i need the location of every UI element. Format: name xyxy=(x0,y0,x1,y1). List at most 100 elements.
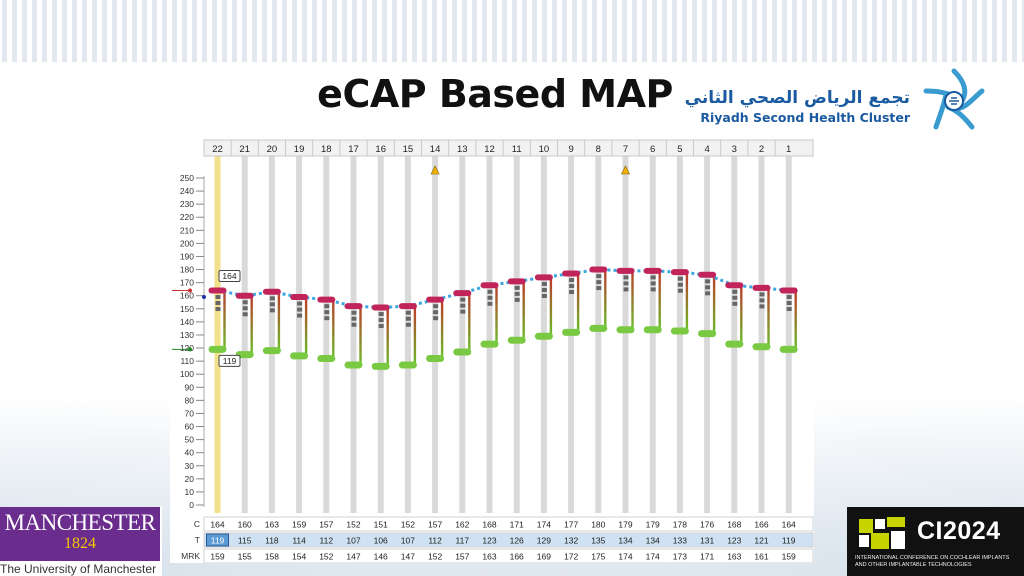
mrk-marker xyxy=(433,304,439,309)
table-cell-t: 119 xyxy=(782,536,796,546)
mrk-marker xyxy=(759,298,765,303)
c-level-marker xyxy=(725,282,744,289)
mrk-marker xyxy=(596,280,602,285)
c-level-marker xyxy=(317,296,336,303)
table-cell-t: 119 xyxy=(211,536,225,546)
t-level-marker xyxy=(589,324,608,332)
y-tick-label: 80 xyxy=(185,395,195,405)
mrk-marker xyxy=(569,278,575,283)
c-level-marker xyxy=(616,267,635,274)
mrk-marker xyxy=(514,291,520,296)
mrk-marker xyxy=(242,312,248,317)
table-cell-mrk: 163 xyxy=(727,552,741,562)
table-cell-c: 168 xyxy=(482,520,496,530)
y-tick-label: 40 xyxy=(185,448,195,458)
table-cell-mrk: 155 xyxy=(238,552,252,562)
electrode-column-8 xyxy=(595,156,602,513)
y-tick-label: 240 xyxy=(180,186,194,196)
table-cell-t: 107 xyxy=(346,536,360,546)
electrode-column-12 xyxy=(486,156,493,513)
electrode-label-15: 15 xyxy=(403,144,414,155)
ct-range-bar xyxy=(440,299,444,359)
selected-cell xyxy=(206,533,229,547)
c-level-marker xyxy=(534,274,553,281)
ct-range-bar xyxy=(631,270,634,330)
t-level-marker xyxy=(562,328,581,336)
electrode-column-3 xyxy=(731,156,738,513)
y-tick-label: 250 xyxy=(180,173,194,183)
mrk-marker xyxy=(324,316,330,321)
y-tick-label: 0 xyxy=(189,500,194,510)
c-level-marker xyxy=(290,294,309,301)
t-level-marker xyxy=(208,345,227,353)
ct-range-bar xyxy=(549,277,553,337)
manchester-university: The University of Manchester xyxy=(0,562,157,576)
c-level-marker xyxy=(398,303,417,310)
ct-range-bar xyxy=(277,291,281,351)
electrode-column-7 xyxy=(622,156,629,513)
table-cell-c: 152 xyxy=(401,520,415,530)
ct-range-bar xyxy=(658,270,661,330)
mrk-marker xyxy=(297,301,303,306)
ci-subtitle: INTERNATIONAL CONFERENCE ON COCHLEAR IMP… xyxy=(855,555,1010,568)
manchester-logo: MANCHESTER 1824 The University of Manche… xyxy=(0,507,162,576)
c-handle-label: 164 xyxy=(218,269,241,282)
table-cell-c: 164 xyxy=(210,520,224,530)
header-stripes xyxy=(0,0,1024,62)
c-level-marker xyxy=(670,269,689,276)
table-cell-t: 112 xyxy=(320,536,334,546)
mrk-marker xyxy=(378,324,384,329)
ct-range-bar xyxy=(740,285,743,345)
slide-title: eCAP Based MAP xyxy=(317,72,673,116)
ci-mark-icon xyxy=(859,517,905,549)
y-tick-label: 60 xyxy=(185,422,195,432)
y-tick-label: 170 xyxy=(180,278,194,288)
table-cell-mrk: 157 xyxy=(455,552,469,562)
t-level-marker xyxy=(480,340,499,348)
c-level-marker xyxy=(208,287,227,294)
mrk-marker xyxy=(405,316,411,321)
t-level-marker xyxy=(670,327,689,335)
table-cell-t: 135 xyxy=(591,536,605,546)
table-cell-mrk: 161 xyxy=(754,552,768,562)
table-cell-t: 134 xyxy=(646,536,660,546)
t-level-marker xyxy=(779,345,798,353)
mrk-marker xyxy=(351,310,357,315)
y-tick-label: 200 xyxy=(180,238,194,248)
mrk-marker xyxy=(297,307,303,312)
mrk-marker xyxy=(705,291,711,296)
mrk-marker xyxy=(786,295,792,300)
t-level-indicator xyxy=(188,347,192,352)
t-level-marker xyxy=(534,332,553,340)
ct-range-bar xyxy=(576,273,580,333)
y-tick-label: 150 xyxy=(180,304,194,314)
table-cell-c: 157 xyxy=(428,520,442,530)
electrode-label-13: 13 xyxy=(457,144,468,155)
table-cell-c: 178 xyxy=(673,520,687,530)
electrode-label-12: 12 xyxy=(484,144,495,155)
table-cell-t: 106 xyxy=(374,536,388,546)
mrk-marker xyxy=(732,289,738,294)
ct-range-bar xyxy=(250,295,253,355)
y-tick-label: 120 xyxy=(180,343,194,353)
electrode-column-14 xyxy=(432,156,439,513)
table-cell-c: 174 xyxy=(537,520,551,530)
electrode-column-19 xyxy=(296,156,303,513)
table-cell-t: 114 xyxy=(292,536,306,546)
t-level-marker xyxy=(643,326,662,334)
riyadh-cluster-logo-text: تجمع الرياض الصحي الثاني Riyadh Second H… xyxy=(685,88,910,125)
c-level-marker xyxy=(752,284,771,291)
ct-range-bar xyxy=(767,287,770,347)
table-cell-c: 152 xyxy=(346,520,360,530)
table-row-c xyxy=(203,516,814,532)
y-tick-label: 180 xyxy=(180,265,194,275)
c-level-marker xyxy=(698,271,717,278)
c-level-marker xyxy=(235,292,254,299)
mrk-marker xyxy=(705,285,711,290)
mrk-marker xyxy=(677,282,683,287)
c-level-marker xyxy=(371,304,390,311)
table-cell-c: 160 xyxy=(238,520,252,530)
electrode-column-1 xyxy=(785,156,792,513)
table-cell-c: 164 xyxy=(782,520,796,530)
mrk-marker xyxy=(596,274,602,279)
